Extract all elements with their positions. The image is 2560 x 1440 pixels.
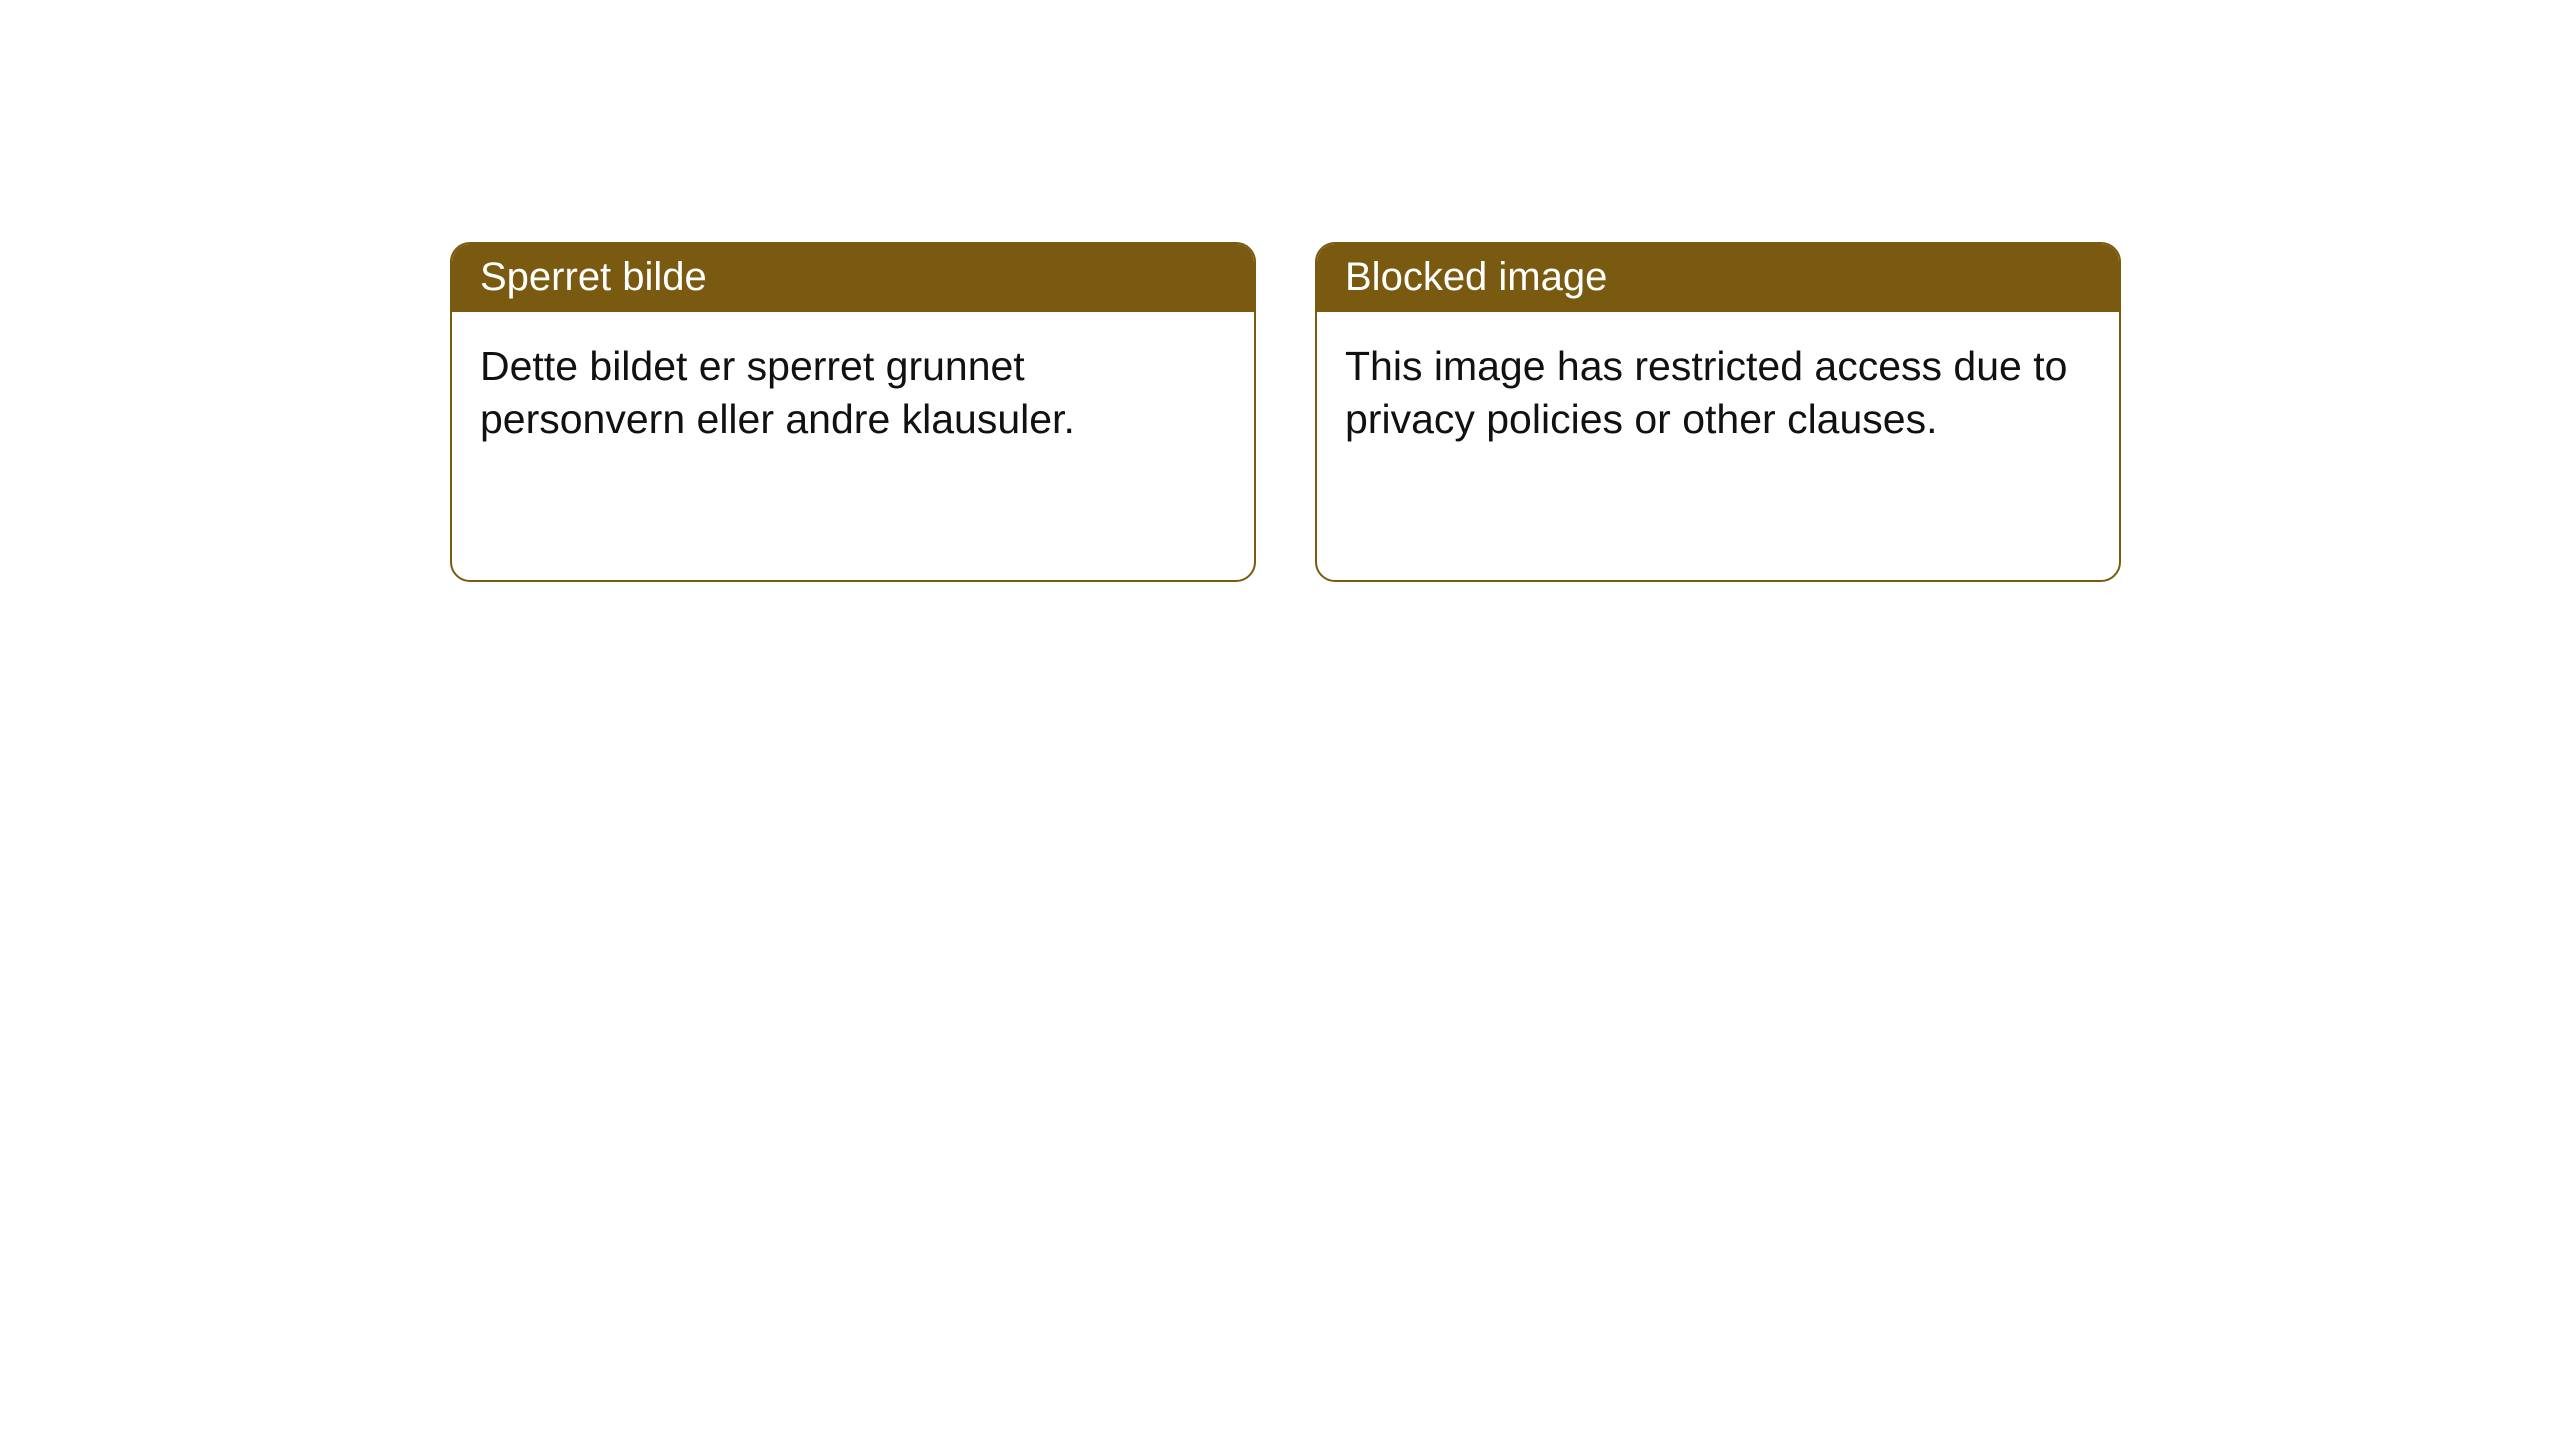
- card-body-text: Dette bildet er sperret grunnet personve…: [452, 312, 1254, 474]
- card-body-text: This image has restricted access due to …: [1317, 312, 2119, 474]
- notice-card-norwegian: Sperret bilde Dette bildet er sperret gr…: [450, 242, 1256, 582]
- notice-card-english: Blocked image This image has restricted …: [1315, 242, 2121, 582]
- card-title: Blocked image: [1317, 244, 2119, 312]
- notice-cards-container: Sperret bilde Dette bildet er sperret gr…: [450, 242, 2560, 582]
- card-title: Sperret bilde: [452, 244, 1254, 312]
